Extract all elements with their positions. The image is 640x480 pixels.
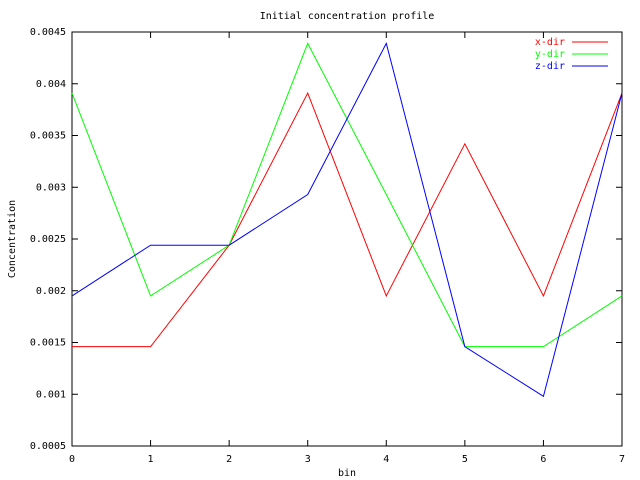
y-tick-label: 0.0035 xyxy=(30,131,66,142)
legend-label: x-dir xyxy=(535,37,565,48)
y-tick-label: 0.0015 xyxy=(30,338,66,349)
x-tick-label: 6 xyxy=(540,454,546,465)
legend-label: z-dir xyxy=(535,61,565,72)
y-tick-label: 0.0045 xyxy=(30,27,66,38)
x-axis-label: bin xyxy=(338,468,356,479)
y-tick-label: 0.001 xyxy=(36,389,66,400)
x-tick-label: 1 xyxy=(148,454,154,465)
y-tick-label: 0.004 xyxy=(36,79,66,90)
x-tick-label: 7 xyxy=(619,454,625,465)
y-tick-label: 0.0025 xyxy=(30,234,66,245)
series-line xyxy=(71,42,623,398)
x-tick-label: 5 xyxy=(462,454,468,465)
y-tick-label: 0.002 xyxy=(36,286,66,297)
x-tick-label: 4 xyxy=(383,454,389,465)
x-tick-label: 3 xyxy=(305,454,311,465)
series-line xyxy=(72,91,623,348)
x-tick-label: 2 xyxy=(226,454,232,465)
y-tick-label: 0.0005 xyxy=(30,441,66,452)
legend-label: y-dir xyxy=(535,49,565,60)
y-axis-label: Concentration xyxy=(7,200,18,278)
chart-title: Initial concentration profile xyxy=(260,11,435,22)
y-tick-label: 0.003 xyxy=(36,182,66,193)
x-tick-label: 0 xyxy=(69,454,75,465)
